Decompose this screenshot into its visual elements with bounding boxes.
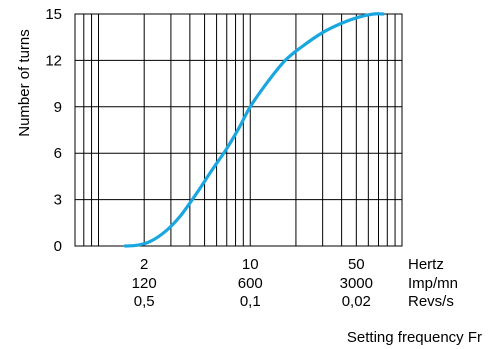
x-axis-label: Setting frequency Fr (347, 329, 482, 346)
y-tick-label: 3 (54, 192, 62, 209)
grid (75, 13, 402, 247)
y-axis-label: Number of turns (16, 29, 33, 137)
x-tick-label: 50 (348, 256, 365, 273)
series-line (123, 12, 385, 248)
unit-label: Revs/s (408, 293, 454, 310)
y-tick-label: 9 (54, 99, 62, 116)
y-tick-labels: 0 3 6 9 12 15 (45, 6, 62, 255)
x-tick-label: 0,02 (342, 293, 371, 310)
y-tick-label: 15 (45, 6, 62, 23)
x-tick-label: 2 (140, 256, 148, 273)
x-tick-label: 600 (238, 275, 263, 292)
series-layer (123, 12, 385, 248)
unit-label: Hertz (408, 256, 444, 273)
x-tick-label: 10 (242, 256, 259, 273)
x-tick-label: 0,5 (134, 293, 155, 310)
plot-border (74, 13, 403, 247)
plot-frame (74, 13, 403, 247)
unit-label: Imp/mn (408, 275, 458, 292)
x-tick-label: 120 (132, 275, 157, 292)
y-tick-label: 6 (54, 145, 62, 162)
x-tick-label: 3000 (340, 275, 373, 292)
x-tick-label: 0,1 (240, 293, 261, 310)
y-tick-label: 12 (45, 52, 62, 69)
y-tick-label: 0 (54, 238, 62, 255)
